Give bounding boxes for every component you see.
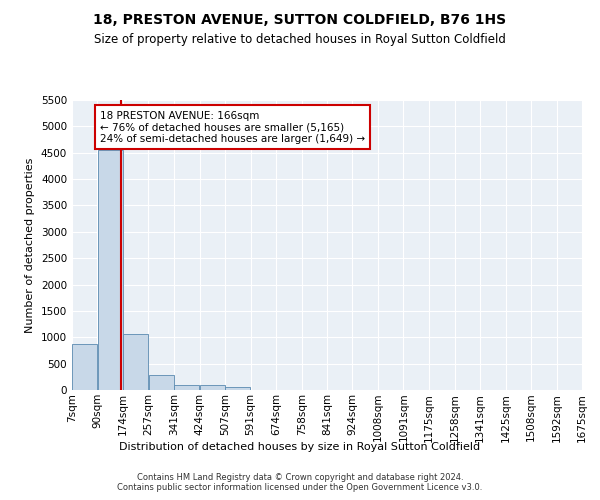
Bar — [98, 150, 122, 390]
Bar — [123, 334, 148, 390]
Text: Size of property relative to detached houses in Royal Sutton Coldfield: Size of property relative to detached ho… — [94, 32, 506, 46]
Bar — [225, 387, 250, 390]
Y-axis label: Number of detached properties: Number of detached properties — [25, 158, 35, 332]
Text: Contains HM Land Registry data © Crown copyright and database right 2024.
Contai: Contains HM Land Registry data © Crown c… — [118, 472, 482, 492]
Bar — [149, 375, 173, 390]
Bar — [72, 344, 97, 390]
Text: 18 PRESTON AVENUE: 166sqm
← 76% of detached houses are smaller (5,165)
24% of se: 18 PRESTON AVENUE: 166sqm ← 76% of detac… — [100, 110, 365, 144]
Bar — [200, 386, 225, 390]
Bar — [174, 386, 199, 390]
Text: Distribution of detached houses by size in Royal Sutton Coldfield: Distribution of detached houses by size … — [119, 442, 481, 452]
Text: 18, PRESTON AVENUE, SUTTON COLDFIELD, B76 1HS: 18, PRESTON AVENUE, SUTTON COLDFIELD, B7… — [94, 12, 506, 26]
